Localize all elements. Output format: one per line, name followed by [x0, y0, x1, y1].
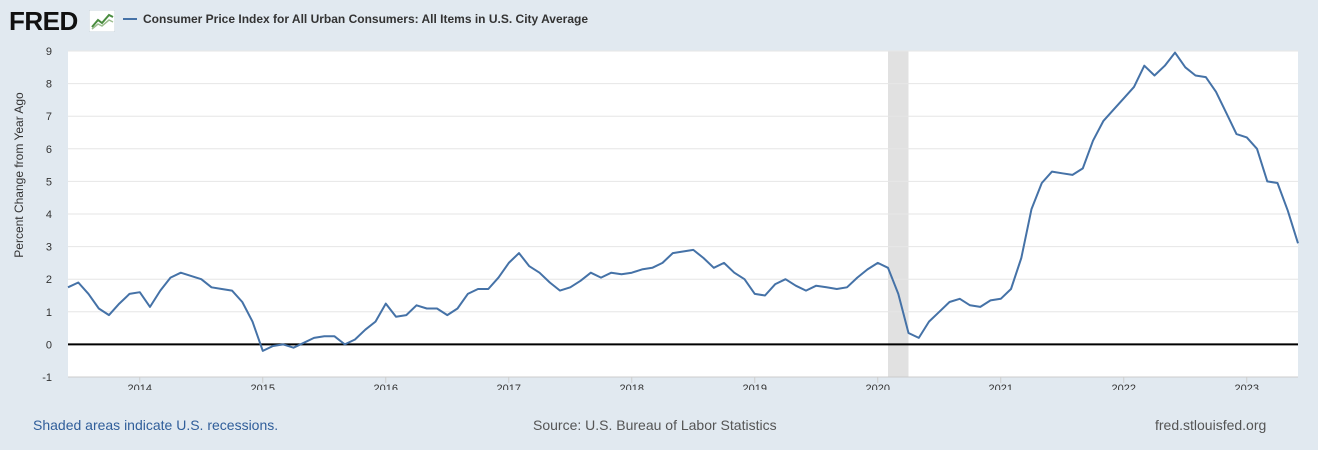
x-tick-label: 2017 — [497, 383, 521, 390]
y-tick-label: -1 — [42, 372, 52, 384]
cpi-line-chart: -1 0 1 2 3 4 5 6 7 8 9 2014 2015 2016 2017 2018 2019 202… — [12, 46, 1299, 390]
x-tick-label: 2022 — [1112, 383, 1136, 390]
y-tick-label: 8 — [46, 79, 52, 91]
source-text: Source: U.S. Bureau of Labor Statistics — [533, 417, 777, 433]
y-axis-label: Percent Change from Year Ago — [12, 92, 26, 258]
chart-header: FRED Consumer Price Index for All Urban … — [0, 0, 1318, 40]
fred-chart-icon — [89, 10, 115, 32]
x-tick-label: 2016 — [374, 383, 398, 390]
y-tick-label: 6 — [46, 144, 52, 156]
y-tick-label: 2 — [46, 274, 52, 286]
x-tick-label: 2018 — [620, 383, 644, 390]
x-tick-label: 2023 — [1235, 383, 1259, 390]
x-tick-label: 2014 — [128, 383, 152, 390]
fred-logo[interactable]: FRED — [9, 6, 78, 36]
x-tick-label: 2020 — [866, 383, 890, 390]
y-tick-label: 1 — [46, 307, 52, 319]
cpi-series-line[interactable] — [67, 51, 1299, 352]
x-tick-label: 2015 — [251, 383, 275, 390]
recession-note-link[interactable]: Shaded areas indicate U.S. recessions. — [33, 417, 279, 433]
x-tick-label: 2019 — [743, 383, 767, 390]
fred-site-link[interactable]: fred.stlouisfed.org — [1155, 417, 1267, 433]
y-tick-label: 5 — [46, 176, 52, 188]
legend-line-swatch — [123, 18, 137, 20]
y-tick-label: 9 — [46, 46, 52, 58]
grid-layer — [68, 50, 1298, 383]
legend-label[interactable]: Consumer Price Index for All Urban Consu… — [143, 12, 588, 26]
y-tick-label: 4 — [46, 209, 52, 221]
y-axis-tick-labels: -1 0 1 2 3 4 5 6 7 8 9 — [42, 46, 52, 384]
y-tick-label: 7 — [46, 111, 52, 123]
y-tick-label: 3 — [46, 242, 52, 254]
y-tick-label: 0 — [46, 339, 52, 351]
x-tick-label: 2021 — [989, 383, 1013, 390]
x-axis-tick-labels: 2014 2015 2016 2017 2018 2019 2020 2021 2022 2023 — [128, 383, 1259, 390]
